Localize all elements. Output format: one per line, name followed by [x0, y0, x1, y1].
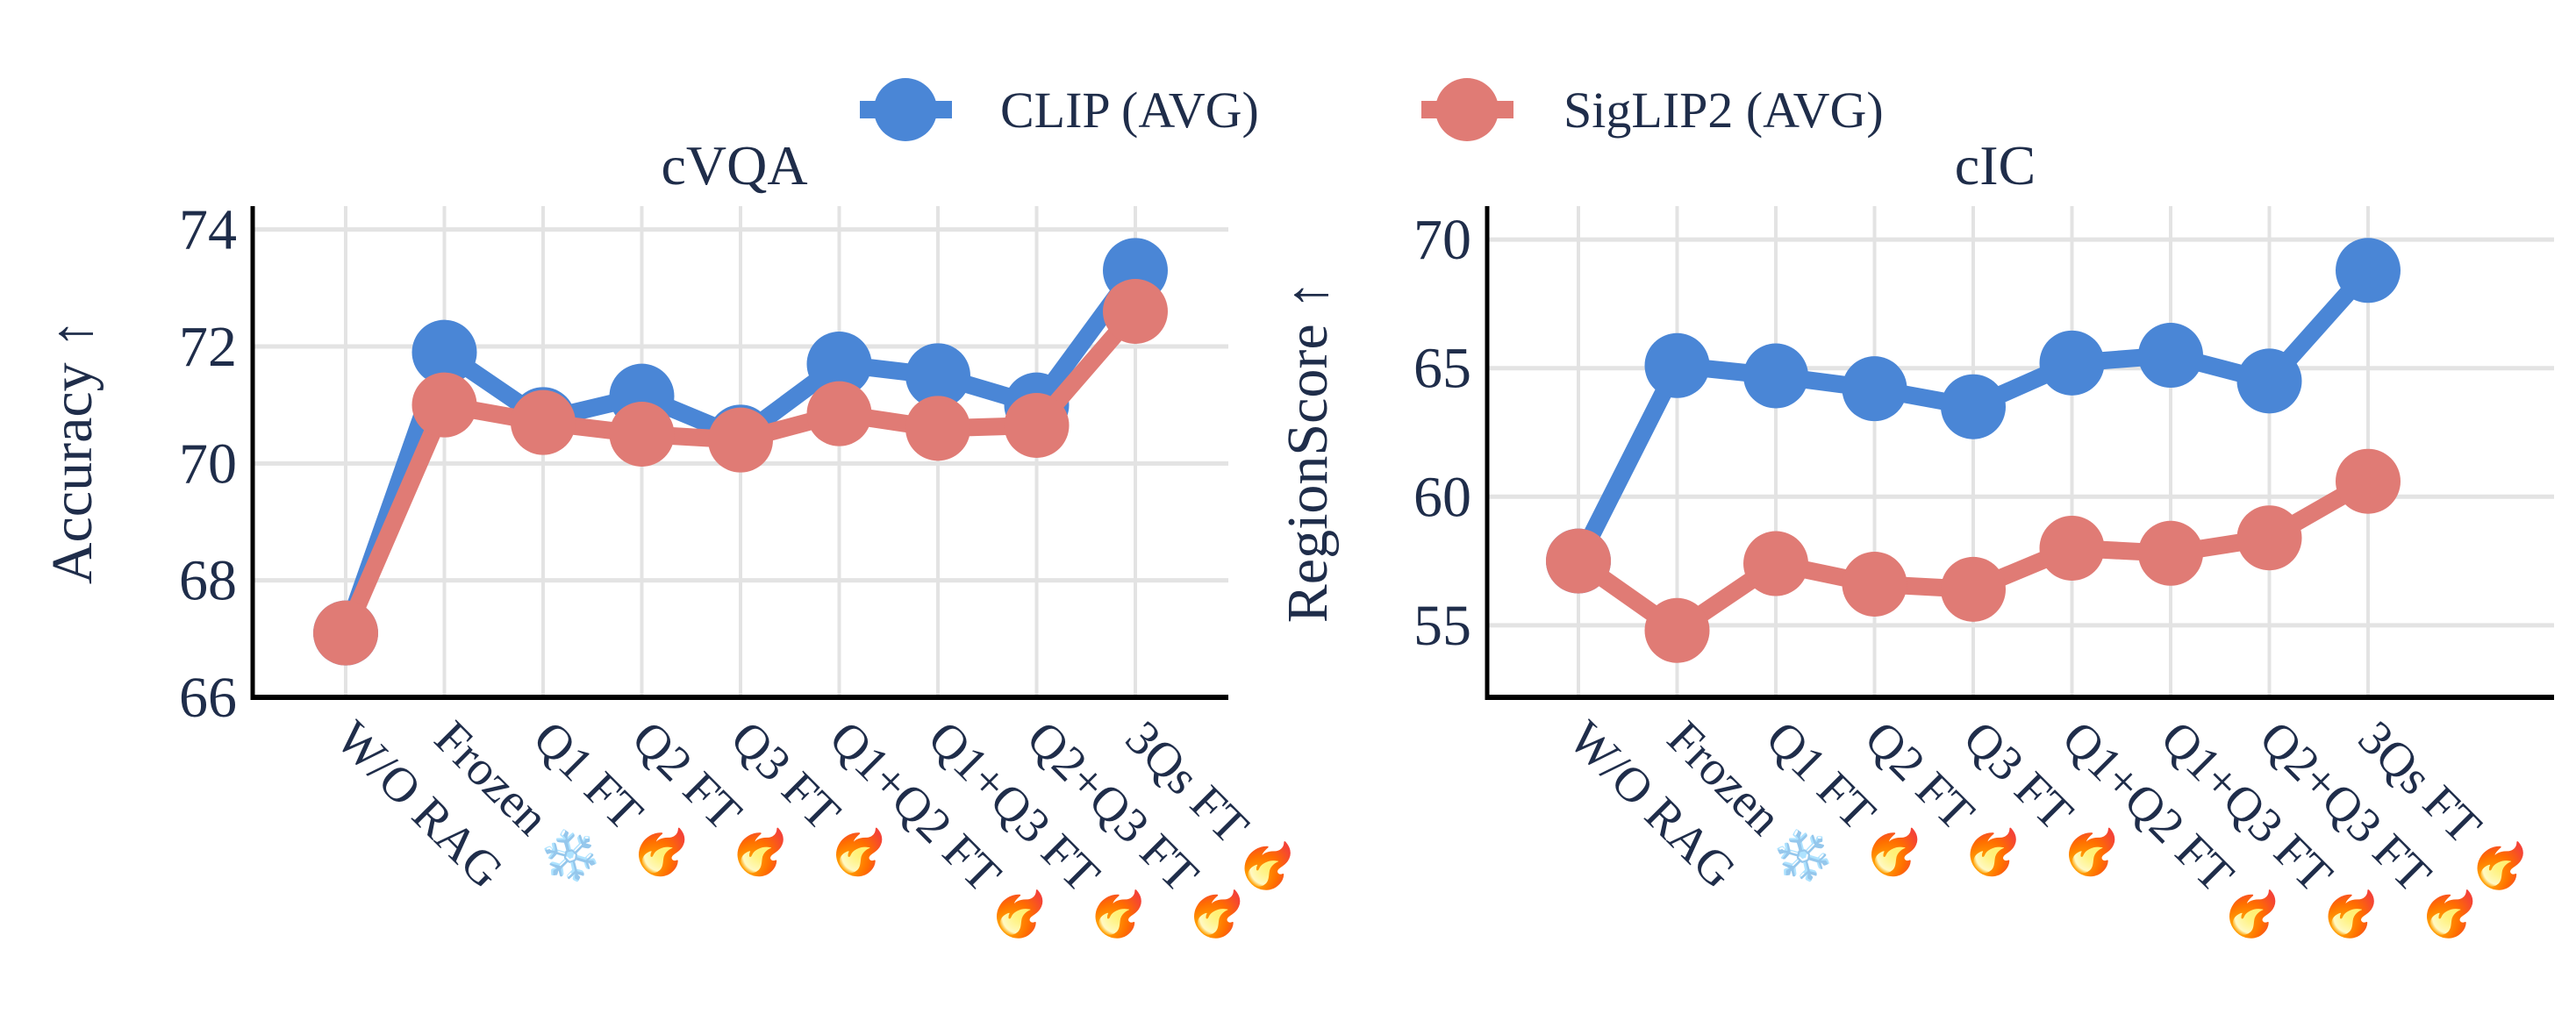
data-point-siglip2: [1941, 556, 2006, 622]
data-point-siglip2: [2138, 520, 2203, 586]
legend-label-siglip2: SigLIP2 (AVG): [1563, 82, 1884, 139]
legend: CLIP (AVG) SigLIP2 (AVG): [860, 78, 1884, 141]
data-point-siglip2: [1743, 531, 1808, 596]
data-point-siglip2: [609, 402, 675, 467]
data-point-clip: [1941, 374, 2006, 439]
data-point-siglip2: [1103, 279, 1168, 344]
data-point-clip: [905, 343, 970, 409]
data-point-clip: [2336, 238, 2401, 303]
y-tick-label: 74: [179, 198, 237, 262]
y-tick-label: 70: [1413, 208, 1471, 272]
data-point-siglip2: [905, 396, 970, 461]
data-point-siglip2: [2039, 515, 2105, 581]
data-point-siglip2: [1004, 393, 1070, 458]
y-tick-label: 72: [179, 315, 237, 379]
y-tick-label: 55: [1413, 594, 1471, 658]
data-point-siglip2: [2336, 448, 2401, 514]
data-point-clip: [2236, 348, 2302, 414]
data-point-siglip2: [411, 372, 477, 438]
y-axis-label: Accuracy ↑: [40, 319, 104, 584]
y-tick-label: 66: [179, 666, 237, 730]
chart-title: cIC: [1955, 134, 2036, 196]
data-point-clip: [806, 332, 872, 396]
y-tick-label: 70: [179, 432, 237, 496]
data-point-siglip2: [2236, 505, 2302, 571]
legend-label-clip: CLIP (AVG): [1000, 82, 1259, 139]
y-tick-label: 60: [1413, 465, 1471, 529]
chart-title: cVQA: [661, 134, 807, 196]
data-point-clip: [2039, 330, 2105, 396]
data-point-clip: [411, 319, 477, 385]
y-tick-label: 68: [179, 549, 237, 613]
data-point-siglip2: [313, 600, 378, 666]
legend-marker-siglip2: [1435, 78, 1499, 141]
data-point-siglip2: [1546, 528, 1611, 594]
data-point-siglip2: [806, 381, 872, 446]
data-point-clip: [1842, 356, 1907, 422]
data-point-siglip2: [511, 389, 576, 455]
data-point-siglip2: [1842, 551, 1907, 617]
y-tick-label: 65: [1413, 337, 1471, 401]
legend-marker-clip: [874, 78, 937, 141]
data-point-clip: [1743, 343, 1808, 409]
data-point-clip: [2138, 323, 2203, 389]
data-point-siglip2: [1644, 597, 1710, 663]
data-point-siglip2: [708, 407, 773, 473]
data-point-clip: [1644, 332, 1710, 398]
y-axis-label: RegionScore ↑: [1276, 281, 1340, 623]
